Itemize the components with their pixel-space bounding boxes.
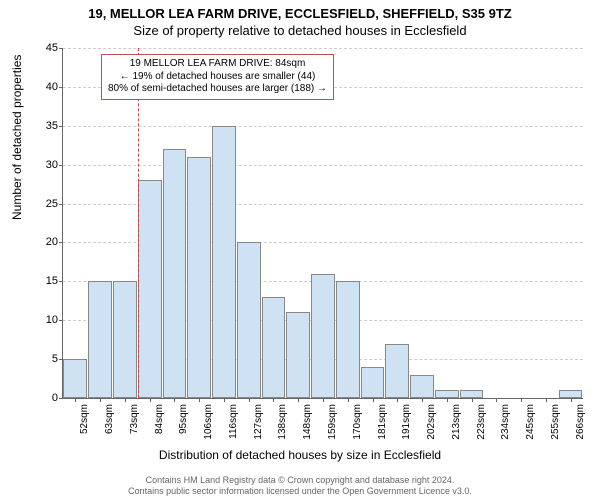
y-tick-label: 0 [28,392,58,404]
histogram-bar [212,126,236,398]
annotation-box: 19 MELLOR LEA FARM DRIVE: 84sqm← 19% of … [101,54,334,100]
histogram-bar [435,390,459,398]
x-tick-mark [249,398,250,402]
footer-line-1: Contains HM Land Registry data © Crown c… [0,475,600,486]
y-tick-label: 40 [28,81,58,93]
x-tick-mark [298,398,299,402]
y-tick-mark [59,204,63,205]
y-axis-label: Number of detached properties [10,55,24,220]
gridline [63,48,583,49]
x-tick-label: 95sqm [178,404,189,434]
histogram-bar [113,281,137,398]
x-tick-label: 63sqm [104,404,115,434]
x-tick-mark [373,398,374,402]
histogram-bar [361,367,385,398]
x-tick-mark [75,398,76,402]
x-tick-label: 106sqm [203,404,214,440]
y-tick-mark [59,359,63,360]
x-tick-mark [224,398,225,402]
y-tick-mark [59,87,63,88]
x-tick-mark [447,398,448,402]
histogram-bar [311,274,335,398]
x-tick-mark [397,398,398,402]
x-tick-mark [472,398,473,402]
plot-region: 52sqm63sqm73sqm84sqm95sqm106sqm116sqm127… [62,48,583,399]
x-tick-mark [546,398,547,402]
x-tick-label: 245sqm [525,404,536,440]
x-tick-label: 223sqm [476,404,487,440]
y-tick-label: 30 [28,159,58,171]
x-tick-mark [199,398,200,402]
y-tick-mark [59,48,63,49]
histogram-bar [187,157,211,398]
x-tick-mark [521,398,522,402]
histogram-bar [163,149,187,398]
histogram-bar [559,390,583,398]
y-tick-label: 20 [28,236,58,248]
y-tick-label: 5 [28,353,58,365]
histogram-bar [336,281,360,398]
x-tick-mark [496,398,497,402]
y-tick-label: 25 [28,198,58,210]
x-tick-mark [100,398,101,402]
x-tick-label: 255sqm [550,404,561,440]
x-axis-label: Distribution of detached houses by size … [0,448,600,462]
y-tick-mark [59,281,63,282]
chart-title-address: 19, MELLOR LEA FARM DRIVE, ECCLESFIELD, … [0,0,600,21]
histogram-bar [460,390,484,398]
x-tick-mark [273,398,274,402]
x-tick-label: 127sqm [253,404,264,440]
y-tick-label: 35 [28,120,58,132]
x-tick-label: 234sqm [500,404,511,440]
x-tick-label: 138sqm [277,404,288,440]
y-tick-mark [59,165,63,166]
x-tick-mark [323,398,324,402]
x-tick-label: 73sqm [129,404,140,434]
y-tick-label: 10 [28,314,58,326]
x-tick-label: 148sqm [302,404,313,440]
x-tick-mark [174,398,175,402]
x-tick-label: 170sqm [352,404,363,440]
x-tick-label: 202sqm [426,404,437,440]
y-tick-mark [59,320,63,321]
gridline [63,165,583,166]
chart-plot-area: 52sqm63sqm73sqm84sqm95sqm106sqm116sqm127… [62,48,582,398]
x-tick-label: 266sqm [575,404,586,440]
x-tick-label: 213sqm [451,404,462,440]
y-tick-label: 45 [28,42,58,54]
histogram-bar [262,297,286,398]
x-tick-label: 159sqm [327,404,338,440]
footer-line-2: Contains public sector information licen… [0,486,600,497]
histogram-bar [237,242,261,398]
y-tick-mark [59,126,63,127]
x-tick-mark [422,398,423,402]
histogram-bar [286,312,310,398]
gridline [63,126,583,127]
reference-line [138,48,139,398]
histogram-bar [138,180,162,398]
x-tick-label: 191sqm [401,404,412,440]
x-tick-label: 84sqm [154,404,165,434]
histogram-bar [410,375,434,398]
annotation-line: 80% of semi-detached houses are larger (… [108,83,327,96]
x-tick-mark [125,398,126,402]
x-tick-label: 181sqm [377,404,388,440]
chart-subtitle: Size of property relative to detached ho… [0,21,600,38]
y-tick-mark [59,242,63,243]
x-tick-mark [150,398,151,402]
y-tick-mark [59,398,63,399]
chart-footer: Contains HM Land Registry data © Crown c… [0,475,600,497]
histogram-bar [88,281,112,398]
annotation-line: ← 19% of detached houses are smaller (44… [108,71,327,84]
x-tick-mark [348,398,349,402]
annotation-line: 19 MELLOR LEA FARM DRIVE: 84sqm [108,58,327,71]
histogram-bar [385,344,409,398]
x-tick-mark [571,398,572,402]
x-tick-label: 52sqm [79,404,90,434]
y-tick-label: 15 [28,275,58,287]
x-tick-label: 116sqm [228,404,239,439]
histogram-bar [63,359,87,398]
